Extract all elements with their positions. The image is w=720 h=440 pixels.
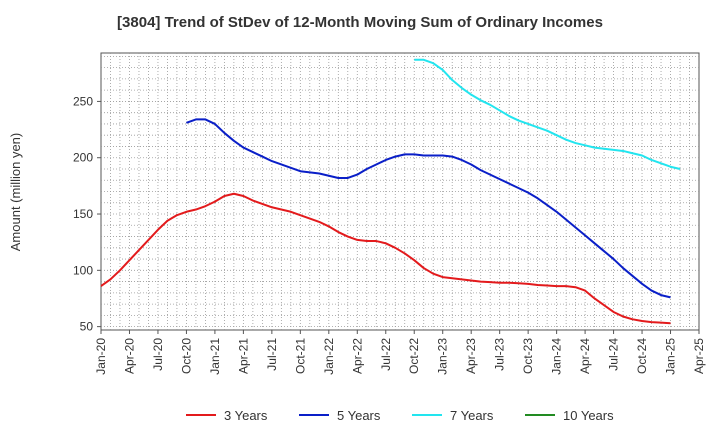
x-tick-label: Apr-21 <box>236 338 250 374</box>
y-tick-label: 100 <box>73 263 93 277</box>
x-tick-label: Oct-21 <box>293 338 307 374</box>
plot-frame <box>100 52 700 331</box>
chart-title: [3804] Trend of StDev of 12-Month Moving… <box>117 14 603 31</box>
series-line-5-years <box>186 118 671 299</box>
x-tick-label: Apr-20 <box>122 338 136 374</box>
x-tick-label: Jul-20 <box>151 338 165 371</box>
x-tick-label: Apr-23 <box>464 338 478 374</box>
x-tick-label: Jan-21 <box>208 338 222 375</box>
y-tick-label: 250 <box>73 94 93 108</box>
x-tick-label: Oct-22 <box>407 338 421 374</box>
x-tick-label: Jan-23 <box>436 338 450 375</box>
y-tick-label: 150 <box>73 207 93 221</box>
x-tick-label: Oct-24 <box>635 338 649 374</box>
x-tick-label: Jul-24 <box>607 338 621 371</box>
y-axis-title: Amount (million yen) <box>8 133 23 252</box>
x-tick-label: Jan-22 <box>322 338 336 375</box>
x-tick-label: Apr-22 <box>350 338 364 374</box>
x-tick-label: Oct-20 <box>179 338 193 374</box>
x-tick-label: Jan-25 <box>664 338 678 375</box>
x-tick-label: Jan-24 <box>550 338 564 375</box>
x-tick-label: Apr-25 <box>692 338 706 374</box>
x-tick-label: Jul-23 <box>493 338 507 371</box>
series-line-3-years <box>100 192 671 325</box>
legend-label-3-years: 3 Years <box>224 408 268 423</box>
x-tick-label: Oct-23 <box>521 338 535 374</box>
series-line-7-years <box>414 58 681 170</box>
y-tick-label: 50 <box>80 320 94 334</box>
legend-label-7-years: 7 Years <box>450 408 494 423</box>
y-tick-label: 200 <box>73 151 93 165</box>
legend-label-5-years: 5 Years <box>337 408 381 423</box>
x-tick-label: Jan-20 <box>94 338 108 375</box>
x-tick-label: Jul-22 <box>379 338 393 371</box>
legend-label-10-years: 10 Years <box>563 408 614 423</box>
x-tick-label: Apr-24 <box>578 338 592 374</box>
x-tick-label: Jul-21 <box>265 338 279 371</box>
